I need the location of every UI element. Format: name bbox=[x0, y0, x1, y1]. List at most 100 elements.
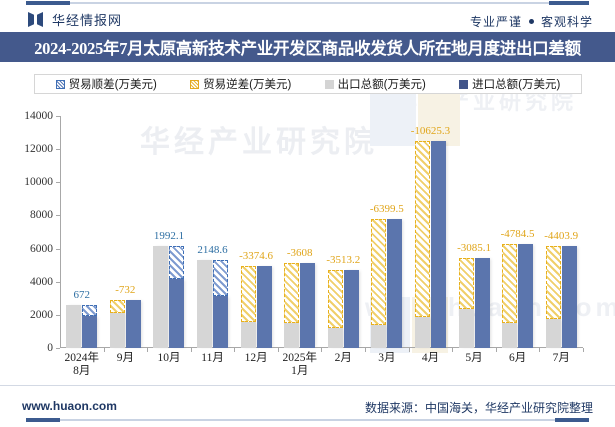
bar-group[interactable]: -3513.2 2月 bbox=[322, 116, 367, 364]
bar-export[interactable] bbox=[502, 322, 518, 348]
bar-export[interactable] bbox=[327, 328, 343, 348]
bar-group[interactable]: -3608 2025年 1月 bbox=[278, 116, 323, 377]
legend-item-import[interactable]: 进口总额(万美元) bbox=[459, 76, 560, 92]
bar-trade-deficit[interactable] bbox=[545, 246, 561, 320]
chart-title-band: 2024-2025年7月太原高新技术产业开发区商品收发货人所在地月度进出口差额 bbox=[0, 32, 615, 62]
bar-export[interactable] bbox=[545, 319, 561, 348]
bar-import[interactable] bbox=[430, 141, 446, 348]
x-tick-mark bbox=[234, 348, 236, 352]
y-tick-mark bbox=[56, 116, 60, 117]
bar-import[interactable] bbox=[82, 315, 98, 348]
bar-group[interactable]: -4403.9 7月 bbox=[539, 116, 584, 364]
bar-value-label: -732 bbox=[115, 284, 136, 297]
bar-trade-deficit[interactable] bbox=[371, 219, 387, 326]
bar-trade-deficit[interactable] bbox=[240, 265, 256, 322]
bar-export[interactable] bbox=[371, 325, 387, 348]
bar-trade-deficit[interactable] bbox=[502, 243, 518, 323]
bar-export[interactable] bbox=[66, 304, 82, 348]
y-tick-label: 6000 bbox=[30, 242, 53, 255]
bar-export[interactable] bbox=[284, 322, 300, 348]
legend-swatch-surplus-icon bbox=[55, 79, 65, 89]
footer-bar-right-accent bbox=[555, 418, 589, 422]
x-tick-label: 12月 bbox=[244, 352, 268, 364]
bar-trade-surplus[interactable] bbox=[169, 245, 185, 279]
bar-value-label: 2148.6 bbox=[197, 244, 228, 257]
y-tick-label: 14000 bbox=[24, 110, 53, 122]
x-tick-mark bbox=[539, 348, 541, 352]
legend-item-deficit[interactable]: 贸易逆差(万美元) bbox=[190, 76, 291, 92]
bar-import[interactable] bbox=[125, 300, 141, 348]
footer-divider bbox=[0, 385, 615, 386]
bar-import[interactable] bbox=[518, 243, 534, 348]
bar-export[interactable] bbox=[109, 312, 125, 348]
x-tick-mark bbox=[321, 348, 323, 352]
chart-legend: 贸易顺差(万美元) 贸易逆差(万美元) 出口总额(万美元) 进口总额(万美元) bbox=[34, 74, 582, 94]
bar-group[interactable]: -732 9月 bbox=[104, 116, 149, 364]
bar-import[interactable] bbox=[300, 263, 316, 348]
bar-import[interactable] bbox=[561, 246, 577, 348]
legend-label-export: 出口总额(万美元) bbox=[337, 79, 426, 91]
y-tick-mark bbox=[56, 248, 60, 250]
bar-value-label: -3513.2 bbox=[326, 254, 361, 267]
bar-import[interactable] bbox=[169, 278, 185, 348]
x-tick-mark bbox=[495, 348, 497, 352]
y-tick-mark bbox=[56, 149, 60, 151]
bar-group[interactable]: 1992.1 10月 bbox=[147, 116, 192, 364]
legend-swatch-deficit-icon bbox=[190, 79, 200, 89]
plot-area: 0 2000 4000 6000 8000 10000 12000 14000 672 2024… bbox=[24, 110, 584, 377]
bar-group[interactable]: -3374.6 12月 bbox=[234, 116, 279, 364]
bar-group[interactable]: -3085.1 5月 bbox=[452, 116, 497, 364]
bar-group[interactable]: -4784.5 6月 bbox=[496, 116, 541, 364]
bar-trade-deficit[interactable] bbox=[414, 141, 430, 318]
bar-import[interactable] bbox=[256, 265, 272, 348]
bar-group[interactable]: -10625.3 4月 bbox=[409, 116, 454, 364]
bar-export[interactable] bbox=[458, 308, 474, 348]
bar-trade-surplus[interactable] bbox=[82, 304, 98, 316]
bar-trade-deficit[interactable] bbox=[458, 257, 474, 309]
header-tagline: 专业严谨 客观科学 bbox=[470, 13, 593, 30]
footer-source: 数据来源：中国海关，华经产业研究院整理 bbox=[364, 401, 593, 415]
bar-export[interactable] bbox=[197, 260, 213, 348]
bar-group[interactable]: -6399.5 3月 bbox=[365, 116, 410, 364]
bar-value-label: 672 bbox=[73, 288, 91, 301]
bar-trade-deficit[interactable] bbox=[284, 263, 300, 323]
page-footer: www.huaon.com 数据来源：中国海关，华经产业研究院整理 bbox=[0, 385, 615, 427]
bar-export[interactable] bbox=[414, 317, 430, 348]
x-tick-label: 10月 bbox=[157, 352, 181, 364]
footer-bar-line bbox=[26, 419, 589, 421]
legend-item-export[interactable]: 出口总额(万美元) bbox=[324, 76, 426, 92]
bar-export[interactable] bbox=[153, 245, 169, 348]
bar-trade-surplus[interactable] bbox=[213, 260, 229, 296]
bar-group[interactable]: 2148.6 11月 bbox=[191, 116, 236, 364]
footer-url[interactable]: www.huaon.com bbox=[22, 399, 117, 413]
bar-import[interactable] bbox=[474, 257, 490, 348]
y-tick-label: 12000 bbox=[24, 143, 53, 156]
bar-export[interactable] bbox=[240, 321, 256, 348]
bar-value-label: -10625.3 bbox=[410, 125, 451, 138]
x-axis bbox=[60, 347, 583, 348]
page-title: 2024-2025年7月太原高新技术产业开发区商品收发货人所在地月度进出口差额 bbox=[34, 39, 581, 58]
bar-import[interactable] bbox=[387, 219, 403, 348]
x-tick-mark bbox=[452, 348, 454, 352]
x-tick-label: 11月 bbox=[201, 352, 224, 364]
bar-trade-deficit[interactable] bbox=[327, 270, 343, 329]
legend-label-deficit: 贸易逆差(万美元) bbox=[203, 79, 292, 91]
bar-trade-deficit[interactable] bbox=[109, 300, 125, 313]
bar-value-label: -3608 bbox=[286, 247, 313, 260]
x-tick-label: 3月 bbox=[378, 352, 396, 364]
bar-import[interactable] bbox=[213, 295, 229, 348]
legend-swatch-export-icon bbox=[324, 79, 334, 89]
x-tick-mark bbox=[277, 348, 279, 352]
bar-import[interactable] bbox=[343, 270, 359, 348]
bar-group[interactable]: 672 2024年 8月 bbox=[60, 116, 105, 377]
bar-value-label: -4403.9 bbox=[544, 230, 579, 243]
footer-bar-left-accent bbox=[26, 418, 60, 422]
legend-swatch-import-icon bbox=[459, 79, 469, 89]
x-tick-mark bbox=[408, 348, 410, 352]
legend-item-surplus[interactable]: 贸易顺差(万美元) bbox=[55, 76, 157, 92]
tagline-separator-dot bbox=[528, 19, 534, 24]
legend-label-surplus: 贸易顺差(万美元) bbox=[68, 79, 157, 91]
x-tick-label: 9月 bbox=[116, 352, 134, 364]
y-tick-label: 8000 bbox=[30, 209, 53, 222]
x-tick-mark bbox=[147, 348, 149, 352]
